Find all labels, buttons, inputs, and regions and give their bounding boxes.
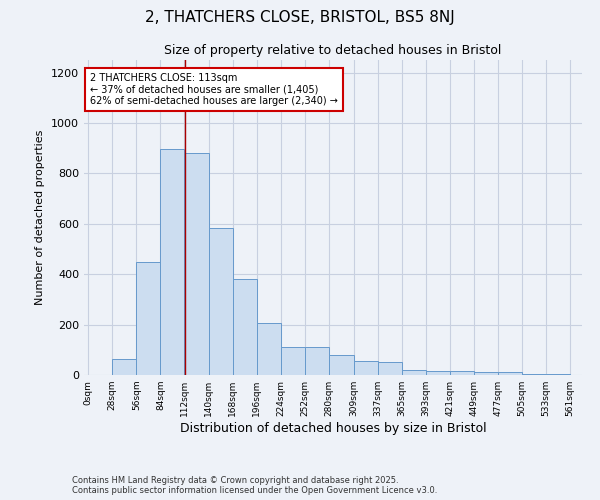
Bar [160, 150, 184, 375]
Bar [257, 324, 281, 375]
X-axis label: Distribution of detached houses by size in Bristol: Distribution of detached houses by size … [179, 422, 487, 435]
Bar [112, 358, 136, 375]
Y-axis label: Number of detached properties: Number of detached properties [35, 130, 46, 305]
Bar [377, 362, 401, 375]
Bar [546, 374, 570, 375]
Text: 2 THATCHERS CLOSE: 113sqm
← 37% of detached houses are smaller (1,405)
62% of se: 2 THATCHERS CLOSE: 113sqm ← 37% of detac… [90, 72, 338, 106]
Bar [353, 361, 377, 375]
Bar [522, 374, 546, 375]
Title: Size of property relative to detached houses in Bristol: Size of property relative to detached ho… [164, 44, 502, 58]
Bar [136, 262, 160, 375]
Bar [474, 372, 498, 375]
Bar [209, 228, 233, 375]
Bar [426, 371, 450, 375]
Bar [450, 371, 474, 375]
Bar [498, 372, 522, 375]
Text: Contains HM Land Registry data © Crown copyright and database right 2025.
Contai: Contains HM Land Registry data © Crown c… [72, 476, 437, 495]
Bar [184, 153, 209, 375]
Bar [329, 355, 353, 375]
Bar [401, 370, 426, 375]
Bar [281, 348, 305, 375]
Text: 2, THATCHERS CLOSE, BRISTOL, BS5 8NJ: 2, THATCHERS CLOSE, BRISTOL, BS5 8NJ [145, 10, 455, 25]
Bar [305, 348, 329, 375]
Bar [233, 279, 257, 375]
